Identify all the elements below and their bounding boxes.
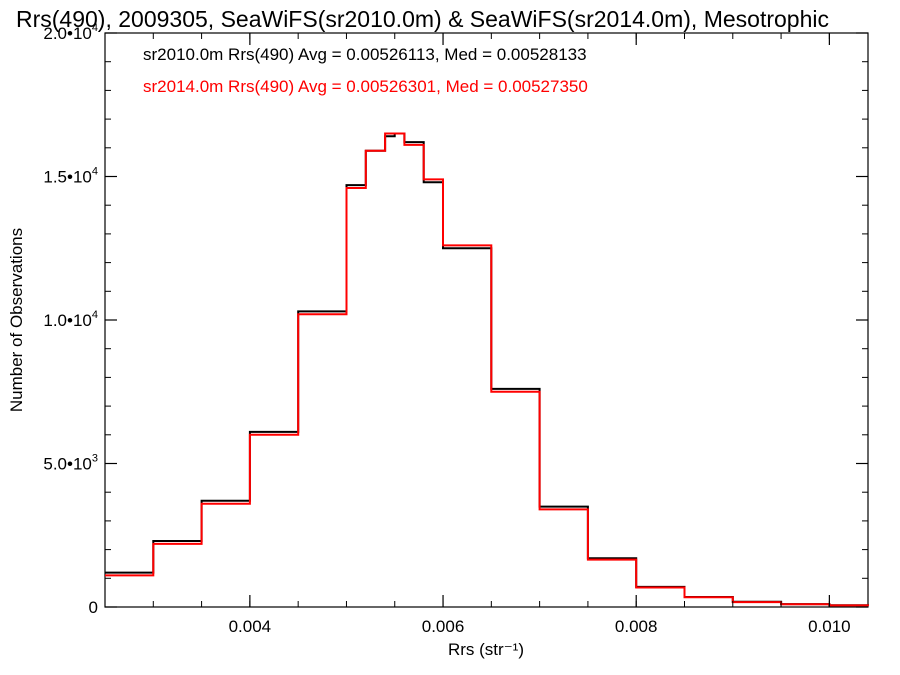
y-axis-label: Number of Observations: [7, 228, 26, 412]
x-tick-label: 0.006: [422, 617, 465, 636]
y-tick-label: 1.5•104: [43, 166, 98, 187]
y-tick-label: 1.0•104: [43, 309, 98, 330]
legend-entry-sr2014: sr2014.0m Rrs(490) Avg = 0.00526301, Med…: [143, 77, 588, 96]
tick-layer: 0.004 0.006 0.008 0.010 0 5.0•103 1.0•104 1.5•1…: [43, 22, 868, 636]
series-line-sr2014: [105, 132, 869, 607]
x-axis-label: Rrs (str⁻¹): [448, 640, 524, 659]
x-tick-label: 0.010: [808, 617, 851, 636]
legend-entry-sr2010: sr2010.0m Rrs(490) Avg = 0.00526113, Med…: [143, 45, 587, 64]
chart-title: Rrs(490), 2009305, SeaWiFS(sr2010.0m) & …: [16, 6, 829, 32]
plot-frame: [104, 32, 869, 608]
y-tick-label: 0: [89, 598, 98, 617]
series-line-sr2010: [105, 132, 869, 607]
x-tick-label: 0.004: [229, 617, 272, 636]
y-tick-label: 5.0•103: [43, 453, 98, 474]
series-layer: [105, 132, 869, 607]
plot-axes: [104, 32, 869, 608]
y-tick-label: 2.0•104: [43, 22, 98, 43]
x-tick-label: 0.008: [615, 617, 658, 636]
